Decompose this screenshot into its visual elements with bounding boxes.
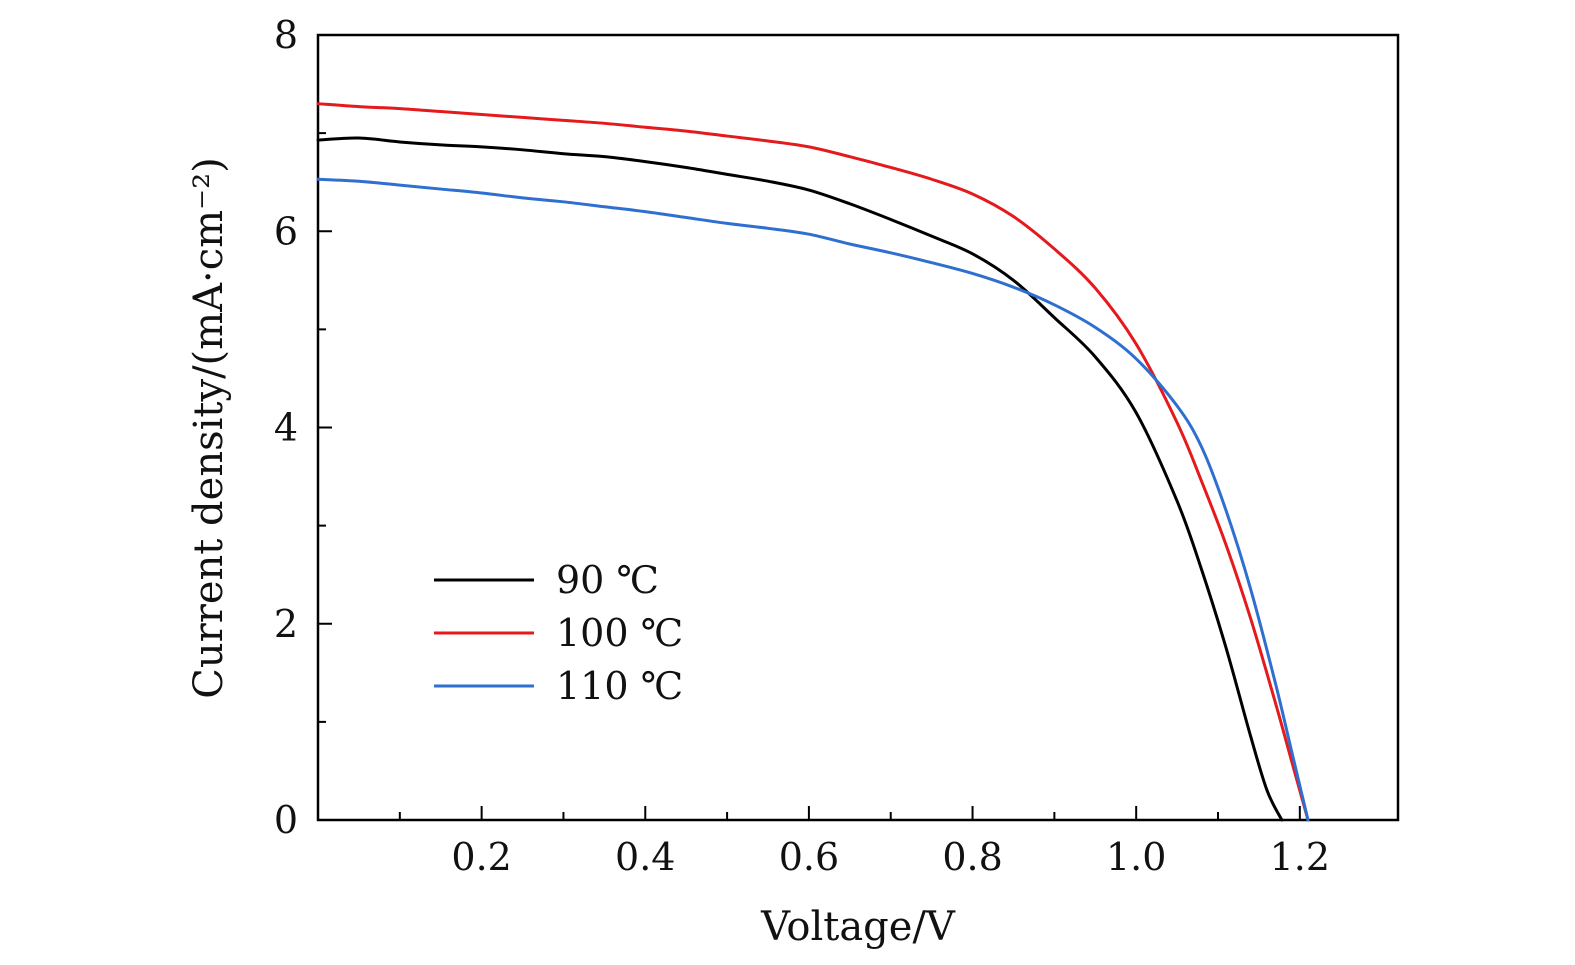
- minor-ticks: [318, 132, 1219, 820]
- series-lines: [316, 102, 1310, 822]
- tick-labels: 0.2 0.4 0.6 0.8 1.0 1.2 0 2 4 6 8: [274, 13, 1330, 879]
- series-line-110c: [316, 177, 1310, 822]
- legend-entry-100c: 100 ℃: [434, 611, 683, 655]
- plot-area-frame: [316, 33, 1400, 822]
- legend: 90 ℃ 100 ℃ 110 ℃: [434, 558, 683, 708]
- x-tick-label: 0.2: [451, 835, 511, 879]
- y-tick-label: 2: [274, 602, 298, 646]
- y-axis-title: Current density/(mA·cm⁻²): [186, 157, 232, 699]
- legend-label: 100 ℃: [556, 611, 683, 655]
- y-tick-label: 0: [274, 798, 298, 842]
- legend-entry-90c: 90 ℃: [434, 558, 659, 602]
- major-ticks: [318, 34, 1301, 821]
- x-tick-label: 0.6: [779, 835, 839, 879]
- y-tick-label: 4: [274, 406, 298, 450]
- x-tick-label: 1.2: [1270, 835, 1330, 879]
- x-tick-label: 1.0: [1106, 835, 1166, 879]
- x-axis-title: Voltage/V: [760, 904, 956, 950]
- x-tick-label: 0.4: [615, 835, 675, 879]
- legend-label: 110 ℃: [556, 664, 683, 708]
- y-tick-label: 6: [274, 209, 298, 253]
- legend-label: 90 ℃: [556, 558, 659, 602]
- series-line-100c: [316, 102, 1310, 822]
- legend-entry-110c: 110 ℃: [434, 664, 683, 708]
- series-line-90c: [316, 136, 1284, 822]
- y-tick-label: 8: [274, 13, 298, 57]
- x-tick-label: 0.8: [942, 835, 1002, 879]
